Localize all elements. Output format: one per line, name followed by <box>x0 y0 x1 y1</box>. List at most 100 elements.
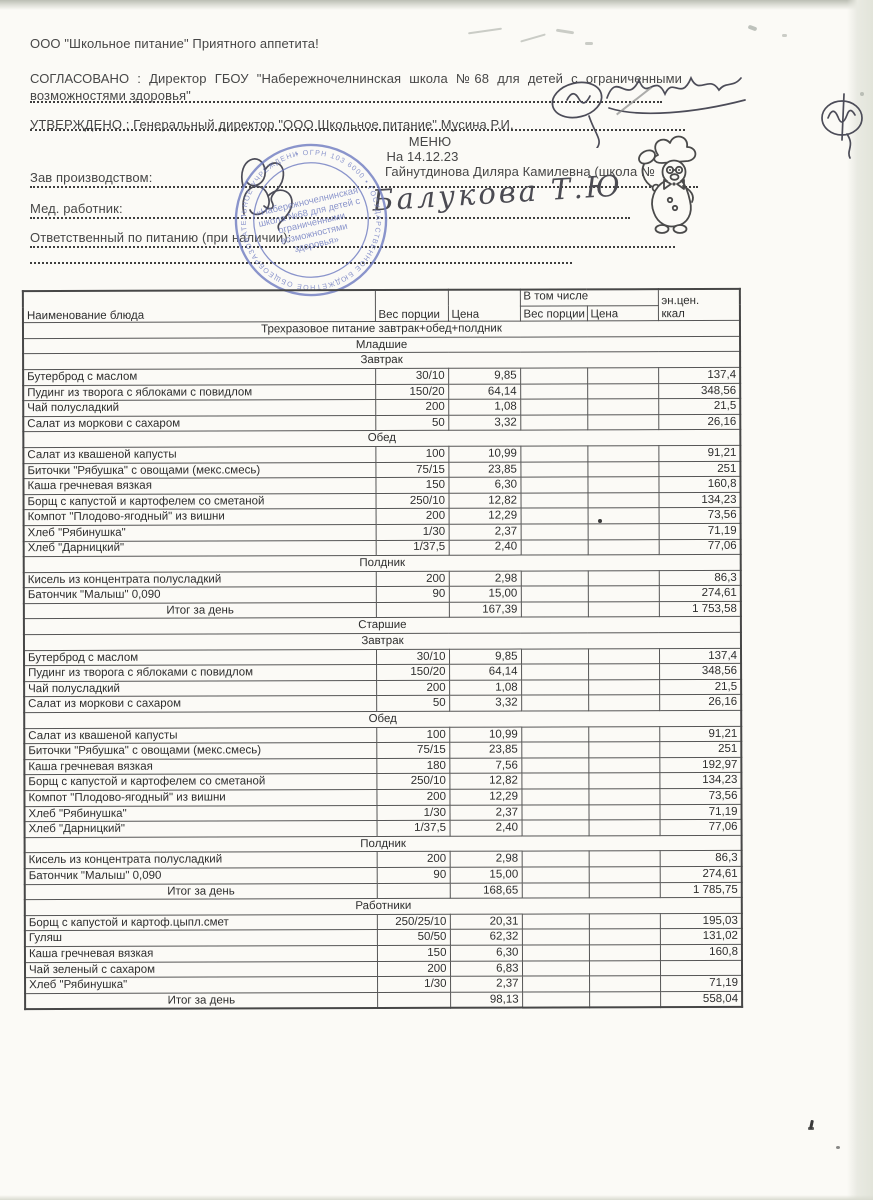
dish-name-cell: Каша гречневая вязкая <box>24 945 377 963</box>
portion-weight-cell: 250/25/10 <box>376 914 450 930</box>
dish-name-cell: Каша гречневая вязкая <box>23 477 376 495</box>
including-price-cell <box>588 851 660 867</box>
energy-kcal-cell: 21,5 <box>659 679 742 696</box>
energy-kcal-cell: 77,06 <box>659 819 742 836</box>
total-kcal-cell: 1 753,58 <box>658 601 741 618</box>
including-price-cell <box>588 757 660 774</box>
total-label-cell: Итог за день <box>24 883 377 900</box>
dish-name-cell: Компот "Плодово-ягодный" из вишни <box>23 508 376 526</box>
dish-name-cell: Компот "Плодово-ягодный" из вишни <box>24 789 377 807</box>
price-cell: 12,82 <box>449 773 522 790</box>
dish-name-cell: Борщ с капустой и картоф.цыпл.смет <box>24 914 377 931</box>
including-price-cell <box>587 476 659 493</box>
price-cell: 15,00 <box>449 867 522 883</box>
portion-weight-cell: 75/15 <box>375 461 449 478</box>
price-cell: 62,32 <box>449 929 522 946</box>
including-weight-cell <box>520 367 588 384</box>
energy-kcal-cell: 21,5 <box>658 398 741 415</box>
including-weight-cell <box>520 570 588 587</box>
price-cell: 1,08 <box>449 679 522 696</box>
portion-weight-cell: 90 <box>375 586 449 603</box>
energy-kcal-cell: 26,16 <box>658 414 741 430</box>
dish-name-cell: Салат из моркови с сахаром <box>24 695 377 713</box>
energy-kcal-cell: 348,56 <box>658 382 741 399</box>
portion-weight-cell: 75/15 <box>376 742 450 759</box>
including-price-cell <box>587 461 659 477</box>
scan-edge-right <box>847 0 873 1200</box>
portion-weight-cell: 100 <box>376 726 450 743</box>
including-weight-cell <box>521 664 589 680</box>
total-weight-cell <box>375 602 449 618</box>
portion-weight-cell: 150/20 <box>376 664 450 681</box>
dish-name-cell: Чай полусладкий <box>23 399 376 417</box>
including-price-cell <box>588 913 660 930</box>
energy-kcal-cell: 274,61 <box>659 866 742 883</box>
including-price-cell <box>588 866 660 883</box>
portion-weight-cell: 1/37,5 <box>376 820 450 837</box>
portion-weight-cell: 250/10 <box>375 493 449 509</box>
portion-weight-cell: 200 <box>376 851 450 868</box>
including-price-cell <box>588 928 660 945</box>
including-weight-cell <box>521 757 589 774</box>
including-weight-cell <box>521 866 589 883</box>
portion-weight-cell: 1/30 <box>375 524 449 541</box>
portion-weight-cell: 150 <box>375 477 449 494</box>
including-weight-cell <box>521 913 589 930</box>
including-weight-cell <box>521 944 589 961</box>
total-weight-cell <box>377 992 451 1009</box>
including-weight-cell <box>521 773 589 790</box>
dish-name-cell: Пудинг из творога с яблоками с повидлом <box>24 664 377 682</box>
portion-weight-cell: 30/10 <box>375 368 449 385</box>
price-cell: 6,83 <box>449 960 523 977</box>
including-weight-cell <box>521 788 589 805</box>
price-cell: 1,08 <box>448 399 521 416</box>
approved-line: УТВЕРЖДЕНО : Генеральный директор "ООО Ш… <box>30 117 514 132</box>
portion-weight-cell: 50/50 <box>376 929 450 946</box>
dish-name-cell: Пудинг из творога с яблоками с повидлом <box>23 384 376 401</box>
dish-name-cell: Борщ с капустой и картофелем со сметаной <box>24 773 377 791</box>
dish-name-cell: Хлеб "Дарницкий" <box>23 540 376 557</box>
portion-weight-cell: 30/10 <box>376 648 450 665</box>
price-cell: 9,85 <box>448 648 522 665</box>
including-price-cell <box>587 585 659 602</box>
header-energy-line1: эн.цен. <box>661 294 700 308</box>
scan-smudge <box>782 34 787 37</box>
total-kcal-cell: 558,04 <box>660 991 743 1008</box>
including-weight-cell <box>520 461 588 478</box>
energy-kcal-cell: 86,3 <box>658 570 741 586</box>
ink-speck <box>836 1146 840 1149</box>
including-price-cell <box>587 383 659 400</box>
energy-kcal-cell: 91,21 <box>658 445 741 462</box>
portion-weight-cell: 200 <box>375 508 449 525</box>
dish-name-cell: Гуляш <box>24 929 377 947</box>
including-price-cell <box>588 819 660 836</box>
including-price-cell <box>588 679 660 696</box>
energy-kcal-cell: 77,06 <box>658 538 741 555</box>
price-cell: 23,85 <box>449 742 522 759</box>
energy-kcal-cell: 274,61 <box>658 585 741 602</box>
price-cell: 12,29 <box>449 789 522 805</box>
school-round-stamp: • ОГРН 103 6000 • ГОСУДАРСТВЕННОЕ БЮДЖЕТ… <box>232 141 390 299</box>
menu-table: Наименование блюда Вес порции Цена В том… <box>21 287 744 1011</box>
price-cell: 15,00 <box>448 586 521 603</box>
dish-name-cell: Чай зеленый с сахаром <box>24 961 378 978</box>
portion-weight-cell: 50 <box>375 415 449 431</box>
dish-name-cell: Бутерброд с маслом <box>24 649 377 666</box>
portion-weight-cell: 180 <box>376 758 450 774</box>
energy-kcal-cell: 86,3 <box>659 850 742 867</box>
price-cell: 23,85 <box>448 461 521 478</box>
general-director-signature <box>821 93 863 159</box>
total-label-cell: Итог за день <box>25 992 378 1010</box>
total-inc-weight-cell <box>521 882 589 899</box>
price-cell: 2,37 <box>449 804 522 821</box>
including-price-cell <box>587 445 659 462</box>
scan-smudge <box>520 33 546 43</box>
including-price-cell <box>587 414 659 431</box>
total-price-cell: 98,13 <box>450 991 523 1009</box>
header-energy: эн.цен. ккал <box>657 288 740 321</box>
header-including-price: Цена <box>586 305 658 322</box>
dish-name-cell: Хлеб "Рябинушка" <box>25 976 378 994</box>
production-manager-label: Зав производством: <box>30 170 153 185</box>
including-weight-cell <box>520 523 588 540</box>
including-weight-cell <box>520 492 588 509</box>
